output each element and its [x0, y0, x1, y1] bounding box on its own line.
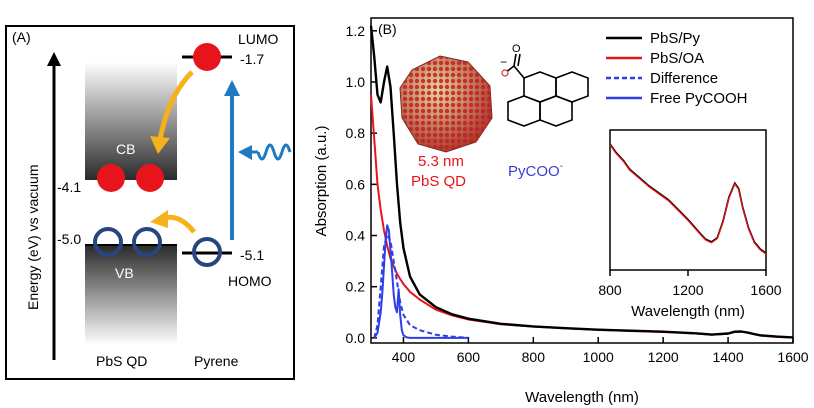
conduction-band [85, 62, 177, 180]
oxygen-atom-single [501, 69, 509, 77]
y-tick-label: 1.2 [346, 23, 366, 39]
cb-energy: -4.1 [57, 179, 81, 195]
electron-transfer-arrowhead [150, 136, 170, 154]
y-tick-label: 0.0 [346, 330, 366, 346]
energy-axis-arrowhead [47, 52, 61, 66]
ligand-charge: - [560, 161, 563, 172]
x-axis: 400 600 800 1000 1200 1400 1600 [392, 337, 809, 365]
inset-tick-label-1200: 1200 [672, 282, 703, 298]
homo-label: HOMO [228, 273, 272, 289]
y-tick-label: 0.6 [346, 176, 366, 192]
cb-label: CB [116, 141, 135, 157]
y-tick-label: 0.2 [346, 279, 366, 295]
hole-transfer-arrowhead [150, 210, 168, 228]
x-tick-label: 600 [457, 349, 481, 365]
ring-3 [539, 95, 573, 127]
photon-arrowhead [238, 145, 252, 160]
panel-b-label: (B) [378, 21, 397, 37]
plot-frame [370, 17, 794, 344]
electron-transfer-arrow [157, 70, 194, 141]
energy-axis-label: Energy (eV) vs vacuum [25, 165, 41, 311]
panel-a: (A) Energy (eV) vs vacuum CB -4.1 VB -5.… [5, 25, 295, 380]
series-pbs-py [369, 25, 794, 339]
lumo-electron [193, 43, 221, 71]
y-axis-label: Absorption (a.u.) [313, 126, 330, 237]
vb-label: VB [115, 265, 134, 281]
series-layer [369, 25, 794, 339]
electron-2 [136, 164, 164, 192]
y-tick-label: 0.4 [346, 228, 366, 244]
ring-4 [507, 95, 541, 127]
lumo-label: LUMO [238, 31, 279, 47]
homo-hole [192, 237, 222, 267]
pbs-qd-caption: PbS QD [96, 353, 147, 369]
inset-frame [609, 129, 767, 271]
ligand-name-label: PyCOO- [508, 161, 563, 180]
ligand-name: PyCOO [508, 163, 560, 180]
x-tick-label: 800 [522, 349, 546, 365]
excitation-arrowhead [224, 80, 240, 96]
pycoo-structure [504, 53, 589, 127]
oxygen-atom-label: O [512, 43, 521, 55]
inset-series-pbs-oa [609, 144, 767, 255]
panel-b: (B) 0.0 0.2 0.4 0.6 0.8 1.0 1.2 400 600 800 1000 1… [313, 17, 809, 406]
bond-c-o-double [513, 53, 517, 67]
legend-label: PbS/Py [650, 30, 701, 47]
valence-band [85, 245, 177, 345]
series-difference [373, 234, 469, 339]
legend-label: Difference [650, 70, 718, 87]
qd-name-label: PbS QD [411, 173, 466, 190]
hole-2 [132, 227, 162, 257]
inset-chart: 800 1200 1600 Wavelength (nm) [598, 129, 782, 320]
pyrene-caption: Pyrene [194, 353, 239, 369]
legend: PbS/Py PbS/OA Difference Free PyCOOH [606, 30, 748, 107]
bond-c-ring [513, 65, 525, 79]
carboxylate-charge: − [500, 55, 507, 69]
photon-wave-icon [256, 143, 292, 161]
homo-energy: -5.1 [240, 247, 264, 263]
qd-atoms [400, 56, 492, 152]
y-tick-label: 1.0 [346, 74, 366, 90]
legend-label: Free PyCOOH [650, 90, 748, 107]
y-tick-label: 0.8 [346, 125, 366, 141]
panel-a-label: (A) [12, 29, 31, 45]
bond-c-o-double-2 [517, 53, 521, 67]
x-tick-label: 1200 [648, 349, 679, 365]
x-axis-label: Wavelength (nm) [525, 389, 639, 406]
hole-1 [93, 227, 123, 257]
x-tick-label: 400 [392, 349, 416, 365]
vb-energy: -5.0 [57, 231, 81, 247]
quantum-dot-illustration [399, 55, 493, 153]
legend-label: PbS/OA [650, 50, 704, 67]
x-tick-label: 1000 [583, 349, 614, 365]
y-axis: 0.0 0.2 0.4 0.6 0.8 1.0 1.2 [346, 23, 377, 346]
x-tick-label: 1600 [777, 349, 808, 365]
lumo-energy: -1.7 [240, 51, 264, 67]
inset-tick-label-800: 800 [598, 282, 622, 298]
series-free-pycooh [373, 224, 469, 339]
inset-tick-label-1600: 1600 [750, 282, 781, 298]
inset-x-axis-label: Wavelength (nm) [631, 303, 745, 320]
x-tick-label: 1400 [712, 349, 743, 365]
qd-size-label: 5.3 nm [418, 153, 464, 170]
electron-1 [97, 164, 125, 192]
